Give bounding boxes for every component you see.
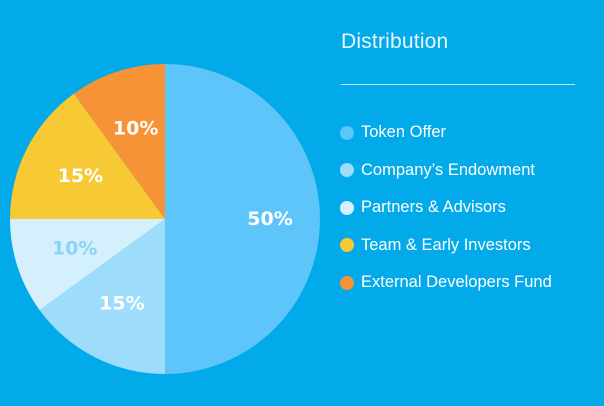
pie-slice xyxy=(10,219,165,311)
slice-percent-label: 10% xyxy=(52,237,97,259)
legend-label: Token Offer xyxy=(361,123,446,142)
pie-slice xyxy=(165,64,320,374)
pie-slice xyxy=(73,64,165,219)
legend-swatch-icon xyxy=(340,275,354,290)
legend-divider xyxy=(341,84,575,85)
legend-item: Partners & Advisors xyxy=(340,189,552,227)
legend-swatch-icon xyxy=(340,238,354,253)
legend-item: Team & Early Investors xyxy=(340,227,552,265)
pie-slice xyxy=(10,93,165,219)
legend-swatch-icon xyxy=(340,125,354,140)
legend-item: Company’s Endowment xyxy=(340,152,552,190)
legend-item: External Developers Fund xyxy=(340,264,552,302)
legend-label: Company’s Endowment xyxy=(361,160,535,179)
slice-percent-label: 10% xyxy=(113,118,158,140)
slice-percent-label: 15% xyxy=(58,165,103,187)
chart-title: Distribution xyxy=(341,30,449,53)
legend-swatch-icon xyxy=(340,200,354,215)
pie-labels: 50% 15% 10% 15% 10% xyxy=(52,118,293,315)
legend-label: Partners & Advisors xyxy=(361,198,506,217)
pie-slice xyxy=(39,219,165,374)
legend-item: Token Offer xyxy=(340,114,552,152)
legend-swatch-icon xyxy=(340,163,354,178)
slice-percent-label: 15% xyxy=(99,293,144,315)
slice-percent-label: 50% xyxy=(247,208,292,230)
pie-slices xyxy=(10,64,320,374)
legend-label: Team & Early Investors xyxy=(361,235,531,254)
legend: Token Offer Company’s Endowment Partners &… xyxy=(340,114,552,302)
legend-label: External Developers Fund xyxy=(361,273,552,292)
